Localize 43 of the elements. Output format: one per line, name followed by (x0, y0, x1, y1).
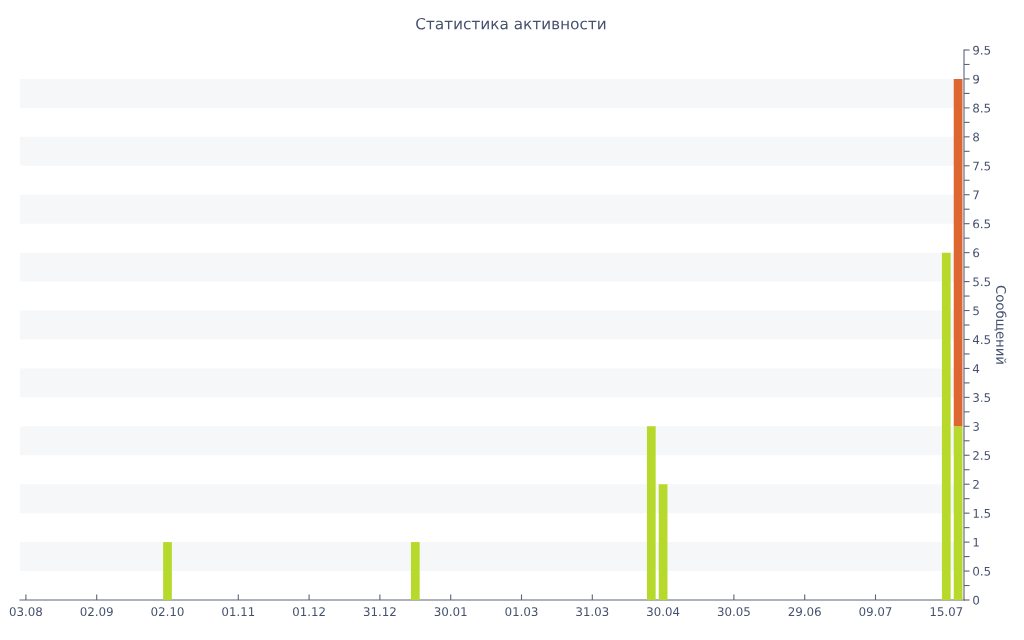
x-tick-label: 01.03 (505, 607, 538, 617)
bar (953, 426, 963, 600)
x-tick-label: 31.03 (576, 607, 609, 617)
y2-tick-label: 2 (973, 479, 979, 489)
y2-tick-label: 1.5 (973, 509, 991, 518)
y2-tick-label: 3 (973, 422, 979, 431)
bar (410, 542, 420, 600)
y2-tick-label: 0 (973, 595, 980, 605)
x-tick-label: 30.01 (434, 607, 467, 617)
y2-tick-label: 8.5 (973, 103, 991, 113)
x-tick-label: 09.07 (859, 607, 892, 617)
y2-tick-label: 6.5 (973, 219, 991, 229)
y2-axis-title: Сообщений (994, 285, 1007, 364)
x-tick-label: 01.12 (292, 607, 325, 617)
y2-tick-label: 9.5 (973, 45, 991, 55)
y2-tick-label: 3.5 (973, 393, 991, 403)
y2-tick-label: 2.5 (973, 450, 991, 460)
x-tick-label: 02.10 (151, 607, 184, 617)
x-tick-label: 30.04 (647, 607, 680, 617)
bar (163, 542, 172, 600)
y2-tick-label: 4 (972, 364, 980, 373)
y2-tick-label: 7.5 (973, 161, 991, 171)
y2-tick-label: 4.5 (972, 335, 991, 345)
y2-tick-label: 5.5 (973, 277, 991, 287)
x-tick-label: 30.05 (717, 607, 750, 617)
y2-tick-label: 1 (973, 537, 979, 547)
y2-tick-label: 0.5 (973, 566, 991, 576)
x-tick-label: 02.09 (80, 607, 113, 617)
y2-tick-label: 8 (973, 132, 980, 142)
y2-tick-label: 7 (973, 190, 979, 200)
bar (953, 78, 963, 427)
chart-title: Статистика активности (416, 17, 606, 30)
y2-tick-label: 6 (973, 248, 980, 258)
y2-tick-label: 5 (973, 306, 979, 316)
bar (658, 484, 668, 600)
x-tick-label: 31.12 (363, 607, 396, 617)
x-tick-label: 03.08 (9, 607, 42, 617)
y2-tick-label: 9 (973, 74, 980, 84)
x-tick-label: 01.11 (222, 607, 255, 617)
x-tick-label: 15.07 (930, 607, 963, 617)
bar (941, 252, 951, 600)
x-tick-label: 29.06 (788, 607, 821, 617)
bar (646, 426, 656, 600)
